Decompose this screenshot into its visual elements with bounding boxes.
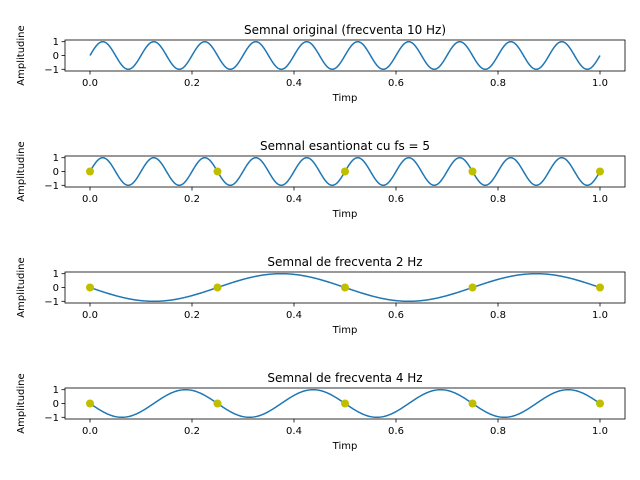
- x-tick-label: 0.0: [82, 310, 98, 321]
- x-tick-label: 0.2: [184, 194, 200, 205]
- y-tick-label: 0: [53, 167, 59, 178]
- x-tick-label: 1.0: [592, 310, 608, 321]
- x-tick-label: 0.6: [388, 310, 404, 321]
- y-tick-label: 1: [53, 269, 59, 280]
- x-tick-label: 0.2: [184, 310, 200, 321]
- y-tick-label: 1: [53, 385, 59, 396]
- x-tick-label: 0.4: [286, 194, 302, 205]
- sample-point: [596, 399, 604, 408]
- sample-point: [341, 283, 349, 292]
- chart-title: Semnal de frecventa 2 Hz: [267, 255, 422, 269]
- subplot-2: Semnal esantionat cu fs = 5 0.0 0.2 0.4 0.6 0…: [16, 139, 626, 220]
- x-tick-label: 0.2: [184, 426, 200, 437]
- y-tick-label: 0: [53, 51, 59, 62]
- x-axis-label: Timp: [332, 441, 358, 452]
- x-axis-label: Timp: [332, 93, 358, 104]
- x-tick-label: 1.0: [592, 426, 608, 437]
- sample-point: [341, 167, 349, 176]
- x-tick-label: 0.4: [286, 310, 302, 321]
- x-tick-label: 1.0: [592, 78, 608, 89]
- x-tick-label: 1.0: [592, 194, 608, 205]
- sample-point: [86, 399, 94, 408]
- x-axis-label: Timp: [332, 325, 358, 336]
- sample-point: [596, 283, 604, 292]
- x-tick-label: 0.6: [388, 194, 404, 205]
- sample-point: [341, 399, 349, 408]
- x-tick-label: 0.8: [490, 426, 506, 437]
- y-axis-label: Amplitudine: [16, 373, 27, 433]
- x-tick-label: 0.6: [388, 78, 404, 89]
- y-axis-label: Amplitudine: [16, 141, 27, 201]
- chart-title: Semnal original (frecventa 10 Hz): [244, 23, 446, 37]
- subplot-4: Semnal de frecventa 4 Hz 0.0 0.2 0.4 0.6 0.8 1…: [16, 371, 626, 452]
- x-tick-label: 0.0: [82, 426, 98, 437]
- y-tick-label: 1: [53, 153, 59, 164]
- y-tick-label: 0: [53, 283, 59, 294]
- chart-title: Semnal esantionat cu fs = 5: [260, 139, 430, 153]
- sample-point: [213, 167, 222, 176]
- sample-point: [213, 283, 222, 292]
- y-axis-label: Amplitudine: [16, 25, 27, 85]
- x-tick-label: 0.4: [286, 78, 302, 89]
- sample-point: [468, 167, 477, 176]
- x-tick-label: 0.8: [490, 78, 506, 89]
- sample-point: [86, 167, 94, 176]
- sample-point: [596, 167, 604, 176]
- y-tick-label: 1: [53, 37, 59, 48]
- y-tick-label: −1: [44, 65, 59, 76]
- y-axis-label: Amplitudine: [16, 257, 27, 317]
- y-tick-label: −1: [44, 413, 59, 424]
- y-tick-label: 0: [53, 399, 59, 410]
- x-tick-label: 0.0: [82, 78, 98, 89]
- subplot-3: Semnal de frecventa 2 Hz 0.0 0.2 0.4 0.6 0.8 1…: [16, 255, 626, 336]
- x-tick-label: 0.2: [184, 78, 200, 89]
- sample-point: [213, 399, 222, 408]
- x-axis-label: Timp: [332, 209, 358, 220]
- x-tick-label: 0.8: [490, 194, 506, 205]
- x-tick-label: 0.4: [286, 426, 302, 437]
- x-tick-label: 0.0: [82, 194, 98, 205]
- x-tick-label: 0.8: [490, 310, 506, 321]
- y-tick-label: −1: [44, 181, 59, 192]
- sample-point: [86, 283, 94, 292]
- subplot-1: Semnal original (frecventa 10 Hz) 0.0 0.2 0…: [16, 23, 626, 104]
- sample-point: [468, 399, 477, 408]
- sample-point: [468, 283, 477, 292]
- signal-line: [89, 40, 601, 71]
- x-tick-label: 0.6: [388, 426, 404, 437]
- chart-title: Semnal de frecventa 4 Hz: [267, 371, 422, 385]
- y-tick-label: −1: [44, 297, 59, 308]
